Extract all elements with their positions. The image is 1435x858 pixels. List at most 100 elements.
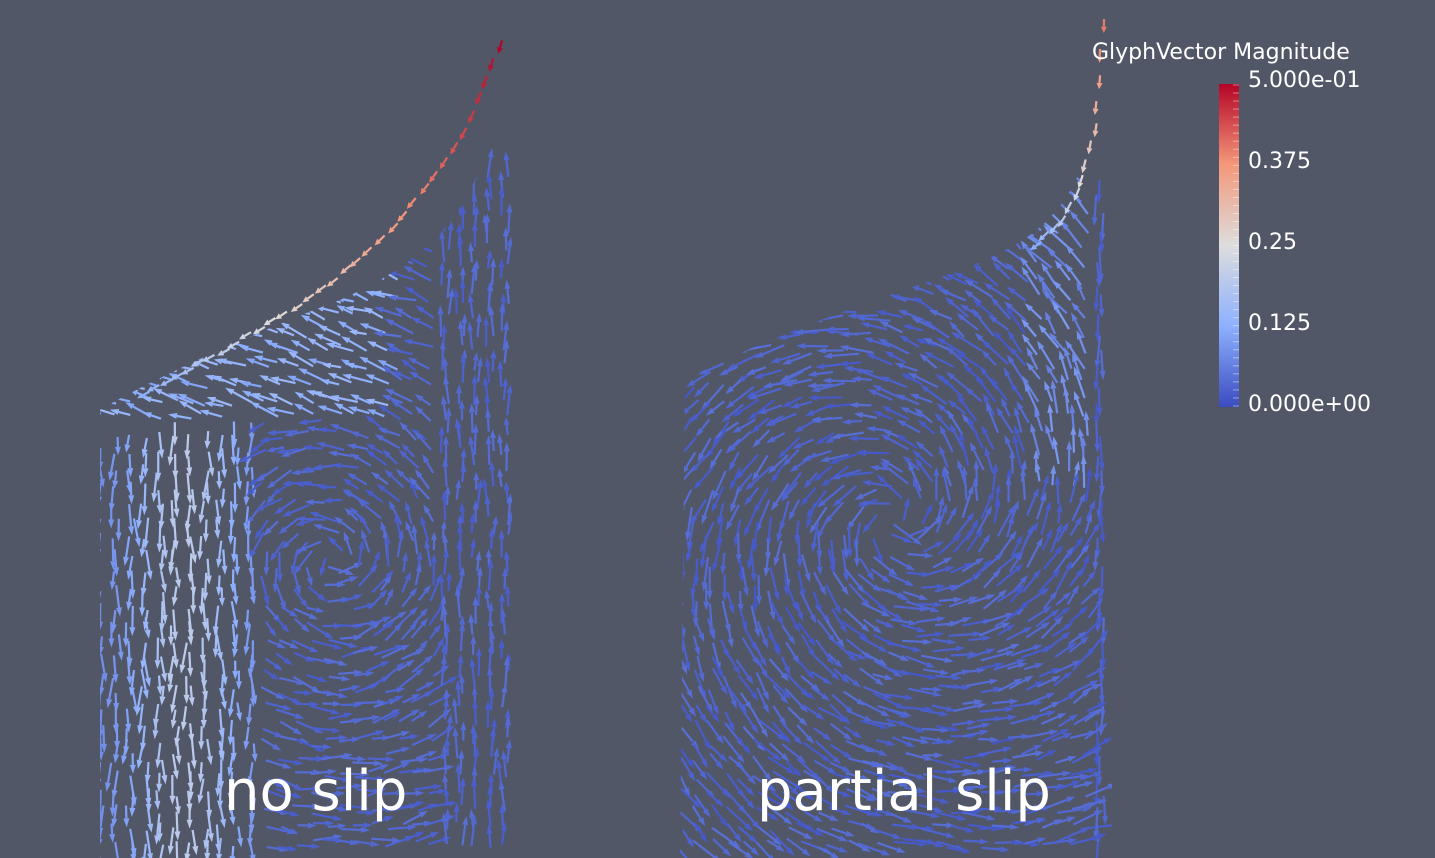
vector-glyph-head [458,172,465,182]
vector-glyph [100,736,102,752]
vector-glyph [680,467,694,489]
vector-glyph [243,227,262,233]
vector-glyph-head [680,282,684,290]
vector-glyph-head [409,606,419,616]
vector-glyph [693,353,713,368]
vector-glyph [486,503,490,517]
vector-glyph [373,646,397,656]
vector-glyph-head [251,322,262,329]
vector-glyph [865,194,879,201]
vector-glyph [348,339,368,352]
vector-glyph-head [378,404,388,413]
vector-glyph [350,716,373,722]
vector-glyph [851,226,876,232]
vector-glyph [324,774,344,781]
vector-glyph [374,190,389,199]
vector-glyph [205,482,209,496]
vector-glyph [428,802,449,809]
vector-glyph-head [799,704,809,713]
vector-glyph-head [443,548,449,558]
vector-glyph-head [1054,259,1063,269]
vector-glyph [100,311,101,319]
vector-glyph-head [800,301,810,308]
vector-glyph [1014,352,1027,367]
vector-glyph-head [472,729,478,739]
vector-glyph [756,687,767,706]
vector-glyph [210,188,225,198]
vector-glyph [699,381,710,392]
vector-glyph [114,470,118,481]
vector-glyph-head [391,711,401,719]
vector-glyph [500,789,506,811]
vector-glyph [306,621,327,636]
vector-glyph-head [150,261,161,267]
vector-glyph [336,452,353,458]
vector-glyph [125,205,149,212]
vector-glyph-head [1005,706,1015,713]
vector-glyph-head [782,690,791,699]
vector-glyph-head [831,672,840,681]
vector-glyph [363,503,382,520]
vector-glyph-head [780,753,790,762]
vector-glyph [731,438,741,448]
vector-glyph-head [204,440,211,450]
vector-glyph-head [823,295,833,302]
vector-glyph-head [379,764,390,771]
vector-glyph-head [844,366,854,372]
vector-glyph [250,206,262,211]
vector-glyph-head [1041,162,1051,171]
vector-glyph-head [902,816,913,823]
vector-glyph-head [1008,346,1018,356]
vector-glyph [411,736,429,747]
vector-glyph [875,619,887,626]
vector-glyph [1032,431,1041,456]
vector-glyph-head [306,577,313,587]
vector-glyph [125,708,130,724]
vector-glyph-head [289,610,299,618]
vector-glyph [280,498,297,511]
vector-glyph-head [1005,650,1015,657]
vector-glyph-head [232,185,242,192]
vector-glyph [877,841,898,851]
vector-glyph [128,454,132,469]
vector-glyph-head [963,364,972,374]
vector-glyph-head [1021,318,1030,328]
vector-glyph [710,804,724,821]
vector-glyph [142,725,146,744]
vector-glyph-head [411,243,421,250]
vector-glyph [305,540,322,549]
vector-glyph-head [925,661,936,668]
surface-glyph-head [137,392,145,399]
vector-glyph [491,438,495,451]
vector-glyph [977,737,991,741]
vector-glyph [249,842,254,856]
vector-glyph-head [152,304,163,311]
vector-glyph [908,687,934,695]
vector-glyph-head [367,409,376,416]
vector-glyph-head [75,343,84,349]
vector-glyph-head [1014,424,1021,435]
vector-glyph [725,806,748,827]
vector-glyph-head [375,730,385,736]
vector-glyph-head [453,802,460,812]
vector-glyph-head [404,286,414,294]
vector-glyph-head [476,566,483,576]
vector-glyph [967,564,987,584]
vector-glyph-head [331,462,342,469]
vector-glyph-head [719,753,728,763]
vector-glyph-head [152,238,163,246]
vector-glyph [328,675,342,680]
surface-glyph-head [406,202,414,209]
vector-glyph-head [743,261,754,268]
vector-glyph [785,641,797,658]
vector-glyph [175,395,194,405]
vector-glyph [323,307,339,314]
vector-glyph-head [100,374,103,381]
vector-glyph [786,333,801,338]
vector-glyph [1069,480,1077,503]
vector-glyph [830,540,835,559]
vector-glyph-head [408,207,418,214]
vector-glyph-head [100,778,102,788]
vector-glyph-head [1088,570,1096,580]
